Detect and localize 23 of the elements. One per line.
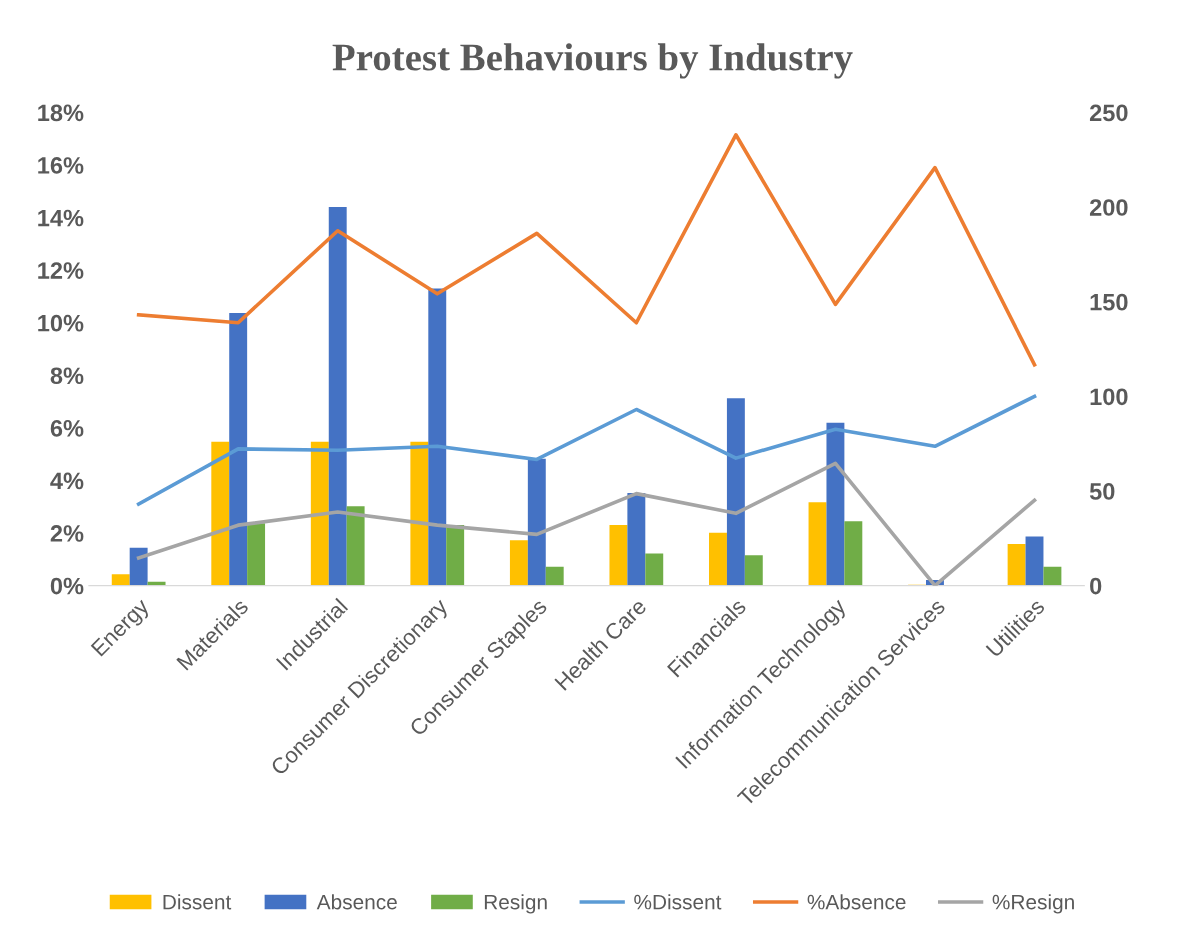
y-tick-label: 2%: [50, 525, 84, 542]
y2-tick-label: 150: [1090, 293, 1128, 311]
legend-label: Resign: [484, 894, 547, 914]
y2-tick-label: 100: [1090, 388, 1128, 406]
legend-label: Absence: [316, 894, 397, 910]
chart-title: Protest Behaviours by Industry: [332, 43, 853, 79]
y-tick-label: 4%: [50, 472, 84, 490]
y2-tick-label: 50: [1089, 483, 1115, 500]
y-tick-label: 0%: [50, 577, 84, 595]
y-tick-label: 10%: [38, 314, 84, 332]
legend-label: %Resign: [992, 894, 1074, 914]
y2-tick-label: 0: [1090, 577, 1102, 595]
y-tick-label: 16%: [38, 157, 84, 174]
legend-label: %Absence: [807, 894, 906, 910]
legend-label: Dissent: [163, 894, 232, 910]
y-tick-label: 6%: [50, 419, 84, 437]
y-tick-label: 12%: [38, 262, 84, 279]
legend-label: %Dissent: [634, 894, 722, 910]
y2-tick-label: 250: [1089, 104, 1128, 122]
y-tick-label: 14%: [38, 209, 84, 227]
y-tick-label: 18%: [38, 104, 84, 122]
y-tick-label: 8%: [50, 367, 84, 385]
y2-tick-label: 200: [1089, 199, 1128, 216]
